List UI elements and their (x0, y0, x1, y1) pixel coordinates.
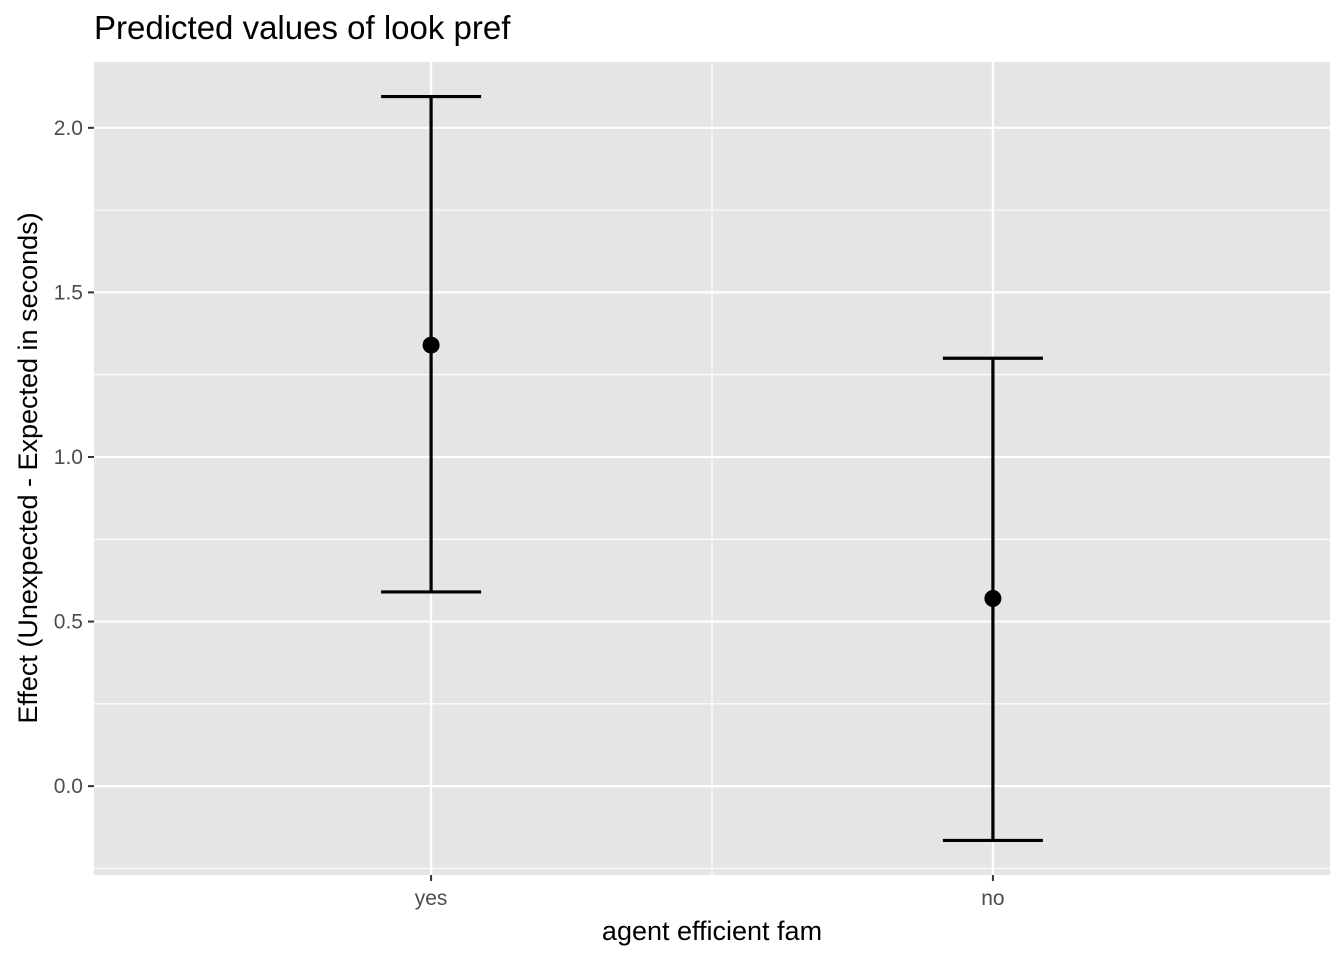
x-tick-label: yes (415, 887, 448, 910)
y-tick-label: 1.0 (54, 446, 83, 469)
x-axis: yes no (415, 875, 1005, 910)
y-axis-title: Effect (Unexpected - Expected in seconds… (13, 212, 43, 723)
y-tick-label: 0.0 (54, 775, 83, 798)
grid-major (94, 62, 1330, 875)
y-tick-label: 2.0 (54, 117, 83, 140)
y-tick-label: 1.5 (54, 281, 83, 304)
y-axis: 0.0 0.5 1.0 1.5 2.0 (54, 117, 94, 798)
x-axis-title: agent efficient fam (602, 916, 822, 946)
point-yes (422, 336, 440, 354)
chart-title: Predicted values of look pref (94, 9, 511, 46)
chart-marks (381, 94, 1043, 843)
x-tick-label: no (981, 887, 1004, 910)
y-tick-label: 0.5 (54, 611, 83, 634)
point-no (984, 590, 1002, 608)
grid-minor (94, 62, 1330, 875)
